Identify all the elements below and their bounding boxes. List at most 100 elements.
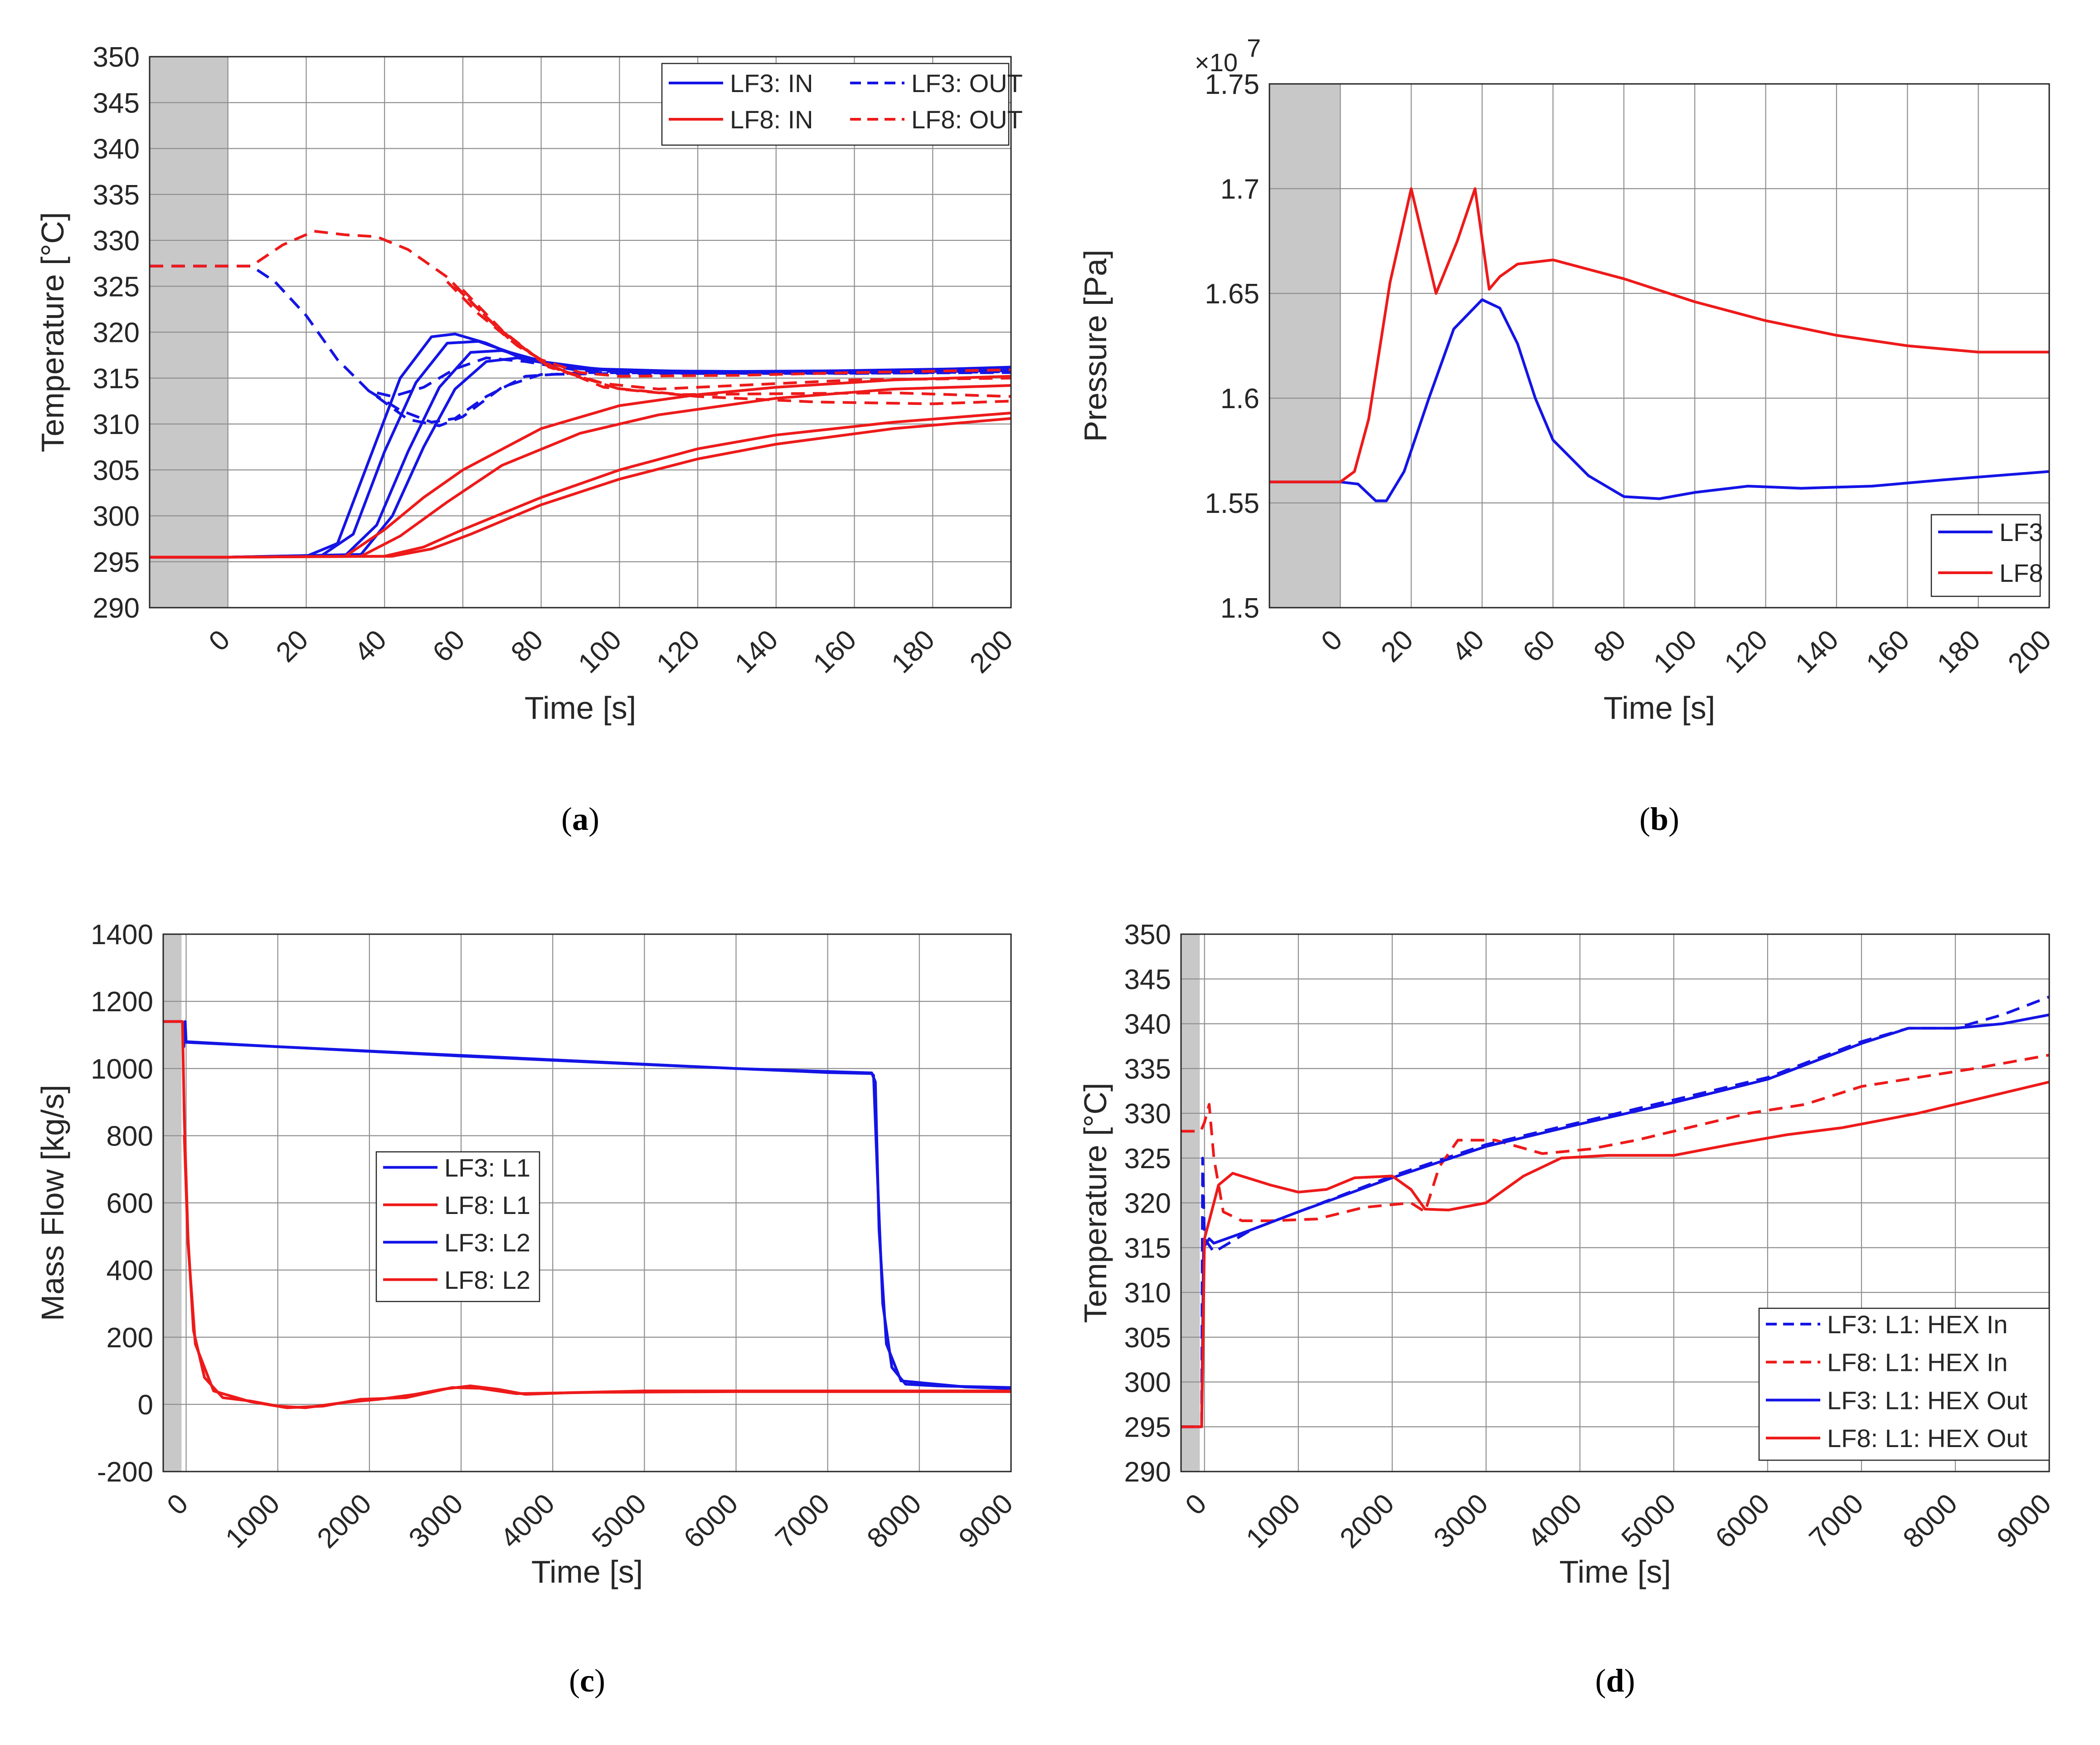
x-axis-label: Time [s] bbox=[1559, 1554, 1671, 1589]
y-tick-label: 1200 bbox=[91, 986, 153, 1018]
x-tick-label: 9000 bbox=[1991, 1488, 2057, 1554]
x-tick-label: 6000 bbox=[1709, 1488, 1775, 1554]
series-line-lf8-3 bbox=[1181, 1080, 2049, 1428]
series-line-lf8-13 bbox=[454, 285, 1011, 398]
y-tick-label: 305 bbox=[1124, 1322, 1171, 1354]
y-tick-label: 335 bbox=[93, 180, 140, 211]
y-tick-label: 315 bbox=[93, 363, 140, 395]
caption-paren: ) bbox=[1624, 1662, 1635, 1699]
x-tick-label: 1000 bbox=[219, 1488, 286, 1554]
x-tick-label: 40 bbox=[1446, 624, 1490, 668]
caption-paren: ) bbox=[594, 1662, 605, 1699]
y-tick-label: 345 bbox=[1124, 964, 1171, 995]
x-tick-label: 5000 bbox=[1615, 1488, 1682, 1554]
y-tick-label: 290 bbox=[93, 593, 140, 624]
x-tick-label: 100 bbox=[572, 624, 627, 679]
x-tick-label: 4000 bbox=[495, 1488, 561, 1554]
y-tick-label: 1.55 bbox=[1205, 488, 1259, 519]
x-tick-label: 80 bbox=[1588, 624, 1632, 668]
x-tick-label: 160 bbox=[1860, 624, 1915, 679]
x-tick-label: 8000 bbox=[861, 1488, 927, 1554]
series-line-lf8-12 bbox=[446, 281, 1011, 390]
x-tick-label: 3000 bbox=[1428, 1488, 1494, 1554]
y-tick-label: 295 bbox=[1124, 1412, 1171, 1443]
x-tick-label: 0 bbox=[1179, 1488, 1212, 1521]
legend-label: LF8: L1: HEX Out bbox=[1827, 1424, 2027, 1453]
series-group bbox=[150, 229, 1011, 559]
x-tick-label: 120 bbox=[1719, 624, 1774, 679]
y-tick-label: 800 bbox=[107, 1121, 153, 1152]
y-tick-label: 345 bbox=[93, 88, 140, 119]
series-group bbox=[163, 1020, 1011, 1409]
y-tick-label: 300 bbox=[1124, 1367, 1171, 1399]
y-tick-label: 315 bbox=[1124, 1233, 1171, 1264]
y-tick-label: 350 bbox=[1124, 919, 1171, 950]
panel-d: 290 295 300 305 310 315 320 325 330 335 340 345 350 0… bbox=[1078, 919, 2057, 1699]
legend-label: LF8: L1 bbox=[444, 1191, 530, 1219]
axes-box bbox=[162, 933, 1012, 1472]
x-tick-label: 8000 bbox=[1897, 1488, 1964, 1554]
x-tick-label: 200 bbox=[2002, 624, 2057, 679]
y-tick-label: 1000 bbox=[91, 1053, 153, 1085]
axes-box bbox=[1180, 933, 2050, 1472]
y-axis-label: Temperature [°C] bbox=[1078, 1083, 1113, 1323]
axes-box bbox=[1269, 83, 2050, 609]
y-tick-label: -200 bbox=[97, 1457, 153, 1488]
x-tick-label: 0 bbox=[203, 624, 236, 657]
y-tick-label: 300 bbox=[93, 501, 140, 532]
legend-box bbox=[661, 63, 1010, 146]
x-tick-label: 2000 bbox=[1334, 1488, 1400, 1554]
legend-label: LF3: L1: HEX In bbox=[1827, 1310, 2008, 1339]
series-group bbox=[1181, 995, 2049, 1428]
series-line-lf3-5 bbox=[368, 371, 1011, 424]
caption-paren: ( bbox=[1639, 801, 1650, 837]
x-tick-label: 20 bbox=[270, 624, 315, 668]
legend-label: LF3: L1: HEX Out bbox=[1827, 1386, 2027, 1414]
series-line-lf8-11 bbox=[150, 229, 1011, 378]
y-tick-label: 0 bbox=[138, 1389, 153, 1421]
legend-label: LF8: OUT bbox=[911, 105, 1023, 134]
x-tick-label: 6000 bbox=[678, 1488, 744, 1554]
x-tick-label: 9000 bbox=[953, 1488, 1019, 1554]
x-tick-label: 0 bbox=[161, 1488, 194, 1521]
x-tick-label: 160 bbox=[807, 624, 863, 679]
legend-label: LF3 bbox=[1999, 518, 2043, 546]
series-line-lf3-3 bbox=[150, 356, 1011, 559]
x-tick-label: 1000 bbox=[1240, 1488, 1306, 1554]
x-tick-label: 100 bbox=[1648, 624, 1703, 679]
x-tick-label: 40 bbox=[349, 624, 393, 668]
caption-letter: d bbox=[1606, 1662, 1624, 1699]
legend-label: LF3: OUT bbox=[911, 69, 1023, 97]
y-tick-label: 320 bbox=[1124, 1188, 1171, 1219]
y-tick-label: 1.5 bbox=[1220, 593, 1259, 624]
series-line-lf3-0 bbox=[1269, 298, 2049, 502]
legend-label: LF3: L2 bbox=[444, 1228, 530, 1257]
caption-letter: b bbox=[1650, 801, 1668, 837]
x-tick-label: 60 bbox=[1517, 624, 1561, 668]
x-tick-label: 7000 bbox=[769, 1488, 836, 1554]
series-line-lf8-14 bbox=[462, 289, 1011, 405]
series-line-lf8-1 bbox=[1269, 187, 2049, 483]
caption-letter: a bbox=[572, 801, 588, 837]
y-tick-label: 335 bbox=[1124, 1053, 1171, 1085]
x-tick-label: 3000 bbox=[403, 1488, 469, 1554]
legend-label: LF8 bbox=[1999, 559, 2043, 587]
y-tick-label: 1400 bbox=[91, 919, 153, 950]
legend-box bbox=[1930, 514, 2041, 597]
shaded-region bbox=[1269, 84, 1341, 608]
caption-paren: ) bbox=[588, 801, 599, 837]
y-tick-label: 305 bbox=[93, 455, 140, 486]
y-tick-label: 330 bbox=[1124, 1098, 1171, 1130]
x-axis-label: Time [s] bbox=[531, 1554, 643, 1589]
legend-label: LF3: L1 bbox=[444, 1153, 530, 1182]
series-line-lf8-10 bbox=[150, 417, 1011, 559]
legend-box bbox=[375, 1151, 540, 1302]
x-tick-label: 140 bbox=[1789, 624, 1845, 679]
y-axis-label: Temperature [°C] bbox=[35, 212, 70, 453]
series-group bbox=[1269, 187, 2049, 502]
panel-caption: (c) bbox=[569, 1662, 605, 1699]
y-tick-label: 1.6 bbox=[1220, 383, 1259, 414]
panel-a: 290 295 300 305 310 315 320 325 330 335 340 345 350 0… bbox=[35, 42, 1023, 837]
panel-caption: (b) bbox=[1639, 801, 1679, 837]
x-tick-label: 180 bbox=[885, 624, 941, 679]
